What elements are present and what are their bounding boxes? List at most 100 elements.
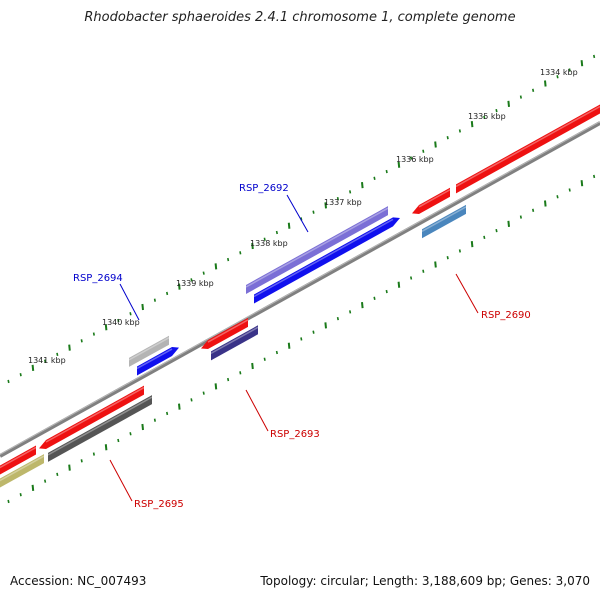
inner-tick — [214, 383, 218, 390]
inner-tick — [507, 220, 510, 227]
outer-tick — [178, 283, 181, 290]
outer-tick — [31, 364, 35, 372]
gene-rsp-2690-bar-highlight — [418, 189, 451, 208]
kbp-label-1334: 1334 kbp — [540, 68, 578, 77]
inner-tick — [300, 337, 303, 341]
gene-rsp-2696b-bar[interactable] — [0, 454, 44, 493]
gene-label-rsp-2692[interactable]: RSP_2692 — [239, 183, 289, 194]
gene-rsp-2690-bar[interactable] — [412, 187, 450, 214]
outer-tick — [495, 108, 498, 113]
outer-tick — [7, 379, 10, 384]
inner-tick — [373, 296, 376, 300]
gene-label-rsp-2690[interactable]: RSP_2690 — [481, 310, 531, 321]
gene-rsp-2693-bar[interactable] — [201, 317, 248, 350]
kbp-label-1336: 1336 kbp — [396, 155, 434, 164]
outer-tick — [68, 344, 71, 351]
gene-label-rsp-2693[interactable]: RSP_2693 — [270, 429, 320, 440]
gene-rsp-2692-bar[interactable] — [254, 217, 400, 304]
outer-tick — [580, 60, 584, 67]
inner-tick-track — [7, 174, 596, 504]
inner-tick — [312, 330, 315, 334]
outer-tick — [483, 115, 486, 120]
leader-rsp-2694 — [119, 283, 140, 321]
gene-rsp-2694a-bar[interactable] — [129, 335, 169, 367]
outer-tick — [336, 196, 339, 201]
inner-tick — [495, 228, 498, 233]
outer-tick — [532, 88, 535, 92]
outer-tick — [373, 176, 376, 180]
kbp-label-1339: 1339 kbp — [176, 279, 214, 288]
inner-tick — [92, 452, 95, 456]
inner-tick — [117, 438, 120, 443]
inner-tick — [458, 249, 461, 253]
gene-rsp-2695b-bar-highlight — [47, 396, 153, 456]
outer-tick — [422, 149, 425, 153]
inner-tick — [410, 276, 413, 280]
inner-tick — [68, 464, 71, 471]
inner-tick — [361, 301, 364, 309]
gene-rsp-2693b-bar[interactable] — [211, 325, 258, 361]
chromosome-backbone — [0, 121, 600, 458]
outer-tick — [385, 169, 388, 174]
inner-tick — [31, 484, 35, 492]
inner-tick — [446, 256, 449, 260]
inner-tick — [580, 180, 584, 187]
outer-tick — [324, 202, 327, 209]
outer-tick — [56, 352, 59, 357]
gene-rsp-2689-bar-highlight — [455, 105, 600, 188]
inner-tick — [80, 459, 83, 463]
inner-tick — [470, 241, 474, 248]
inner-tick — [422, 269, 425, 273]
inner-tick — [324, 322, 327, 329]
outer-tick — [190, 278, 193, 282]
inner-tick — [336, 316, 339, 321]
gene-rsp-2695-bar-highlight — [45, 386, 145, 443]
inner-tick — [239, 371, 242, 375]
inner-tick — [141, 423, 144, 431]
map-title: Rhodobacter sphaeroides 2.4.1 chromosome… — [84, 10, 516, 25]
outer-tick — [349, 190, 352, 194]
gene-rsp-2694-bar-highlight — [136, 348, 173, 370]
inner-tick — [568, 188, 571, 192]
outer-tick — [507, 100, 510, 107]
inner-tick — [7, 499, 10, 504]
inner-tick — [190, 398, 193, 402]
inner-tick — [385, 289, 388, 294]
outer-tick — [544, 80, 547, 87]
outer-tick — [153, 298, 156, 302]
outer-tick — [80, 339, 83, 343]
gene-rsp-2694-bar[interactable] — [137, 347, 179, 376]
outer-tick — [129, 312, 132, 316]
outer-tick — [141, 303, 144, 311]
kbp-label-1341: 1341 kbp — [28, 356, 66, 365]
gene-rsp-2695b-bar[interactable] — [48, 395, 152, 462]
gene-rsp-2691-bar[interactable] — [246, 206, 388, 294]
outer-tick — [202, 271, 205, 275]
gene-rsp-2696-bar[interactable] — [0, 445, 36, 481]
gene-rsp-2690b-bar[interactable] — [422, 204, 466, 239]
inner-tick — [519, 215, 522, 219]
gene-rsp-2692-bar-highlight — [253, 218, 394, 298]
inner-tick — [544, 200, 547, 207]
gene-label-rsp-2695[interactable]: RSP_2695 — [134, 499, 184, 510]
gene-rsp-2695-bar[interactable] — [39, 385, 144, 449]
gene-label-rsp-2694[interactable]: RSP_2694 — [73, 273, 123, 284]
outer-tick — [312, 210, 315, 214]
gene-rsp-2691-bar-highlight — [245, 207, 389, 288]
outer-tick — [434, 141, 437, 148]
outer-tick — [556, 75, 559, 79]
inner-tick — [251, 362, 254, 370]
leader-rsp-2693 — [245, 389, 269, 432]
outer-tick — [44, 359, 47, 363]
inner-tick — [104, 444, 108, 451]
gene-rsp-2689-bar[interactable] — [456, 104, 600, 194]
kbp-label-1338: 1338 kbp — [250, 239, 288, 248]
inner-tick — [44, 479, 47, 483]
outer-tick — [166, 291, 169, 296]
gene-rsp-2696-bar-highlight — [0, 446, 37, 469]
leader-rsp-2695 — [109, 459, 133, 502]
inner-tick — [129, 432, 132, 436]
inner-tick — [483, 235, 486, 240]
inner-tick — [166, 411, 169, 416]
